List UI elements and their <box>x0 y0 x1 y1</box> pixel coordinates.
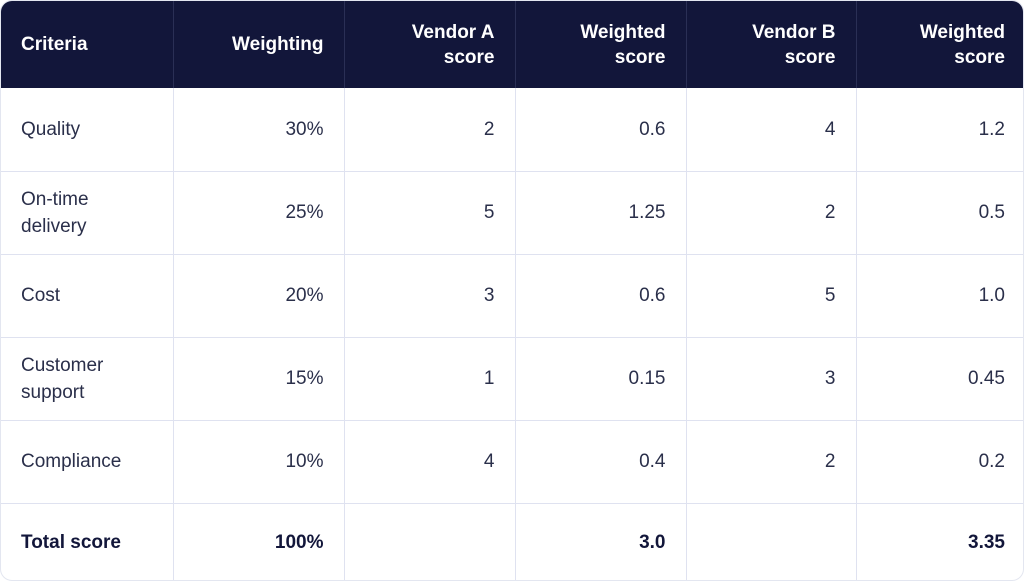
header-criteria: Criteria <box>1 1 174 88</box>
total-vendor-a-score <box>344 503 516 580</box>
cell-vendor-b-score: 4 <box>686 88 857 172</box>
table-row: Cost 20% 3 0.6 5 1.0 <box>1 254 1023 338</box>
table-row: On-time delivery 25% 5 1.25 2 0.5 <box>1 171 1023 255</box>
total-vendor-b-score <box>686 503 857 580</box>
cell-vendor-a-score: 2 <box>344 88 516 172</box>
cell-vendor-b-weighted: 0.5 <box>856 171 1023 255</box>
total-row: Total score 100% 3.0 3.35 <box>1 503 1023 580</box>
cell-criteria: Compliance <box>1 420 174 504</box>
cell-vendor-a-weighted: 0.4 <box>515 420 687 504</box>
cell-vendor-b-weighted: 0.2 <box>856 420 1023 504</box>
cell-weighting: 25% <box>173 171 345 255</box>
cell-criteria: Cost <box>1 254 174 338</box>
cell-criteria: Customer support <box>1 337 174 421</box>
table-row: Quality 30% 2 0.6 4 1.2 <box>1 88 1023 172</box>
header-vendor-b-weighted-score: Weighted score <box>919 21 1005 68</box>
header-vendor-a-score: Vendor A score <box>344 1 516 88</box>
cell-vendor-a-weighted: 0.6 <box>515 88 687 172</box>
total-label: Total score <box>1 503 174 580</box>
cell-vendor-b-score: 3 <box>686 337 857 421</box>
cell-vendor-a-score: 3 <box>344 254 516 338</box>
cell-vendor-b-weighted: 0.45 <box>856 337 1023 421</box>
header-vendor-a-weighted-score: Weighted score <box>515 1 687 88</box>
cell-vendor-b-score: 2 <box>686 171 857 255</box>
table-row: Compliance 10% 4 0.4 2 0.2 <box>1 420 1023 504</box>
cell-vendor-a-weighted: 0.6 <box>515 254 687 338</box>
header-vendor-b-score: Vendor B score <box>686 1 857 88</box>
cell-criteria: Quality <box>1 88 174 172</box>
cell-vendor-a-score: 1 <box>344 337 516 421</box>
cell-criteria: On-time delivery <box>1 171 174 255</box>
total-vendor-a-weighted: 3.0 <box>515 503 687 580</box>
cell-vendor-b-weighted: 1.0 <box>856 254 1023 338</box>
cell-weighting: 30% <box>173 88 345 172</box>
total-weighting: 100% <box>173 503 345 580</box>
header-row: Criteria Weighting Vendor A score Weight… <box>1 1 1023 88</box>
cell-weighting: 20% <box>173 254 345 338</box>
cell-vendor-a-score: 5 <box>344 171 516 255</box>
cell-weighting: 10% <box>173 420 345 504</box>
cell-vendor-a-score: 4 <box>344 420 516 504</box>
table-row: Customer support 15% 1 0.15 3 0.45 <box>1 337 1023 421</box>
cell-vendor-b-weighted: 1.2 <box>856 88 1023 172</box>
cell-vendor-a-weighted: 0.15 <box>515 337 687 421</box>
header-weighting: Weighting <box>173 1 345 88</box>
cell-vendor-b-score: 5 <box>686 254 857 338</box>
total-vendor-b-weighted: 3.35 <box>968 531 1005 553</box>
cell-vendor-b-score: 2 <box>686 420 857 504</box>
cell-weighting: 15% <box>173 337 345 421</box>
cell-vendor-a-weighted: 1.25 <box>515 171 687 255</box>
